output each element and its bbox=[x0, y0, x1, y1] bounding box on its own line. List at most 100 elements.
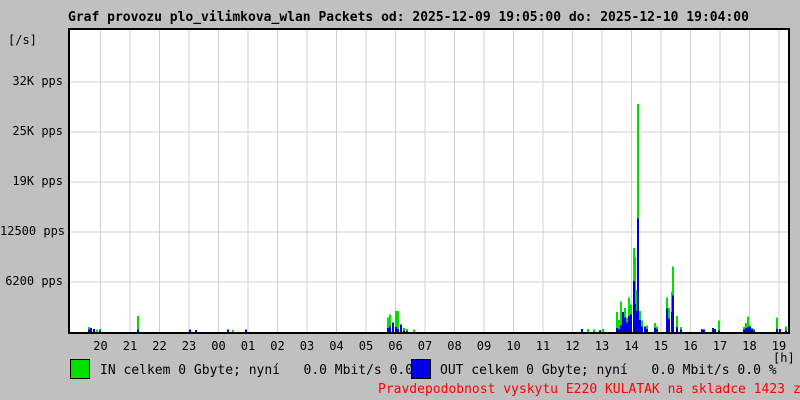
out-traffic-spike bbox=[403, 330, 405, 332]
legend-in-swatch bbox=[70, 359, 90, 379]
in-traffic-spike bbox=[602, 328, 604, 332]
out-traffic-spike bbox=[90, 328, 92, 332]
in-traffic-spike bbox=[397, 311, 399, 332]
x-tick-label: 03 bbox=[299, 339, 315, 353]
out-traffic-spike bbox=[581, 328, 583, 332]
traffic-chart-plot-area bbox=[68, 28, 790, 334]
in-traffic-spike bbox=[389, 314, 391, 332]
x-tick-label: 07 bbox=[417, 339, 433, 353]
x-axis-unit-label: [h] bbox=[773, 351, 795, 365]
legend-in-label: IN celkem 0 Gbyte; nyní 0.0 Mbit/s 0.0 % bbox=[100, 363, 429, 378]
out-traffic-spike bbox=[753, 330, 755, 332]
out-traffic-spike bbox=[656, 328, 658, 332]
y-axis-unit-label: [/s] bbox=[8, 33, 37, 47]
in-traffic-spike bbox=[628, 297, 630, 332]
out-traffic-spike bbox=[712, 328, 714, 332]
x-tick-label: 16 bbox=[683, 339, 698, 353]
x-tick-label: 09 bbox=[476, 339, 492, 353]
out-traffic-spike bbox=[666, 308, 668, 332]
out-traffic-spike bbox=[620, 325, 622, 332]
out-traffic-spike bbox=[701, 329, 703, 332]
x-tick-label: 11 bbox=[535, 339, 551, 353]
out-traffic-spike bbox=[776, 328, 778, 332]
out-traffic-spike bbox=[703, 330, 705, 332]
out-traffic-spike bbox=[195, 330, 197, 332]
x-tick-label: 13 bbox=[594, 339, 610, 353]
x-tick-label: 05 bbox=[358, 339, 374, 353]
out-traffic-spike bbox=[641, 326, 643, 332]
in-traffic-spike bbox=[785, 326, 787, 332]
x-tick-label: 02 bbox=[270, 339, 285, 353]
x-tick-label: 00 bbox=[211, 339, 226, 353]
in-traffic-spike bbox=[637, 103, 639, 332]
in-traffic-spike bbox=[745, 323, 747, 332]
out-traffic-spike bbox=[189, 329, 191, 332]
out-traffic-spike bbox=[397, 328, 399, 332]
x-tick-label: 04 bbox=[329, 339, 344, 353]
out-traffic-spike bbox=[751, 328, 753, 332]
out-traffic-spike bbox=[630, 314, 632, 332]
out-traffic-spike bbox=[714, 329, 716, 332]
in-traffic-spike bbox=[776, 317, 778, 332]
out-traffic-spike bbox=[654, 328, 656, 332]
out-traffic-spike bbox=[639, 319, 641, 332]
out-traffic-spike bbox=[637, 218, 639, 332]
x-tick-label: 20 bbox=[93, 339, 108, 353]
out-traffic-spike bbox=[622, 311, 624, 332]
out-traffic-spike bbox=[672, 295, 674, 332]
traffic-chart-svg bbox=[70, 30, 788, 332]
in-traffic-spike bbox=[616, 311, 618, 332]
x-tick-label: 01 bbox=[240, 339, 256, 353]
x-tick-label: 08 bbox=[447, 339, 462, 353]
y-tick-label: 6200 pps bbox=[5, 274, 63, 288]
out-traffic-spike bbox=[743, 329, 745, 332]
x-tick-label: 22 bbox=[152, 339, 167, 353]
out-traffic-spike bbox=[93, 328, 95, 332]
out-traffic-spike bbox=[392, 322, 394, 332]
out-traffic-spike bbox=[785, 330, 787, 332]
legend-out-label: OUT celkem 0 Gbyte; nyní 0.0 Mbit/s 0.0 … bbox=[440, 363, 777, 378]
out-traffic-spike bbox=[137, 329, 139, 332]
in-traffic-spike bbox=[718, 320, 720, 332]
out-traffic-spike bbox=[618, 328, 620, 332]
x-tick-label: 06 bbox=[388, 339, 403, 353]
out-traffic-spike bbox=[88, 329, 90, 332]
in-traffic-spike bbox=[406, 328, 408, 332]
x-tick-label: 19 bbox=[771, 339, 787, 353]
out-traffic-spike bbox=[747, 327, 749, 332]
out-traffic-spike bbox=[646, 328, 648, 332]
out-traffic-spike bbox=[749, 326, 751, 332]
out-traffic-spike bbox=[634, 303, 636, 332]
out-traffic-spike bbox=[644, 326, 646, 332]
out-traffic-spike bbox=[626, 322, 628, 332]
out-traffic-spike bbox=[628, 315, 630, 332]
in-traffic-spike bbox=[403, 328, 405, 332]
x-tick-label: 12 bbox=[565, 339, 580, 353]
out-traffic-spike bbox=[718, 330, 720, 332]
x-tick-label: 18 bbox=[742, 339, 757, 353]
out-traffic-spike bbox=[668, 318, 670, 332]
out-traffic-spike bbox=[624, 317, 626, 332]
in-traffic-spike bbox=[641, 320, 643, 332]
out-traffic-spike bbox=[599, 330, 601, 332]
x-tick-label: 21 bbox=[122, 339, 138, 353]
in-traffic-spike bbox=[620, 301, 622, 332]
out-traffic-spike bbox=[680, 329, 682, 332]
in-traffic-spike bbox=[413, 329, 415, 332]
out-traffic-spike bbox=[387, 328, 389, 332]
y-tick-label: 12500 pps bbox=[0, 224, 66, 238]
out-traffic-spike bbox=[779, 328, 781, 332]
out-traffic-spike bbox=[245, 329, 247, 332]
out-traffic-spike bbox=[389, 326, 391, 332]
out-traffic-spike bbox=[400, 324, 402, 332]
in-traffic-spike bbox=[654, 323, 656, 332]
in-traffic-spike bbox=[587, 329, 589, 332]
probability-footer-text: Pravdepodobnost vyskytu E220 KULATAK na … bbox=[378, 382, 800, 397]
y-tick-label: 32K pps bbox=[12, 74, 63, 88]
in-traffic-spike bbox=[747, 316, 749, 332]
in-traffic-spike bbox=[618, 319, 620, 332]
page-title: Graf provozu plo_vilimkova_wlan Packets … bbox=[68, 10, 749, 25]
in-traffic-spike bbox=[646, 325, 648, 332]
x-tick-label: 14 bbox=[624, 339, 639, 353]
in-traffic-spike bbox=[676, 315, 678, 332]
